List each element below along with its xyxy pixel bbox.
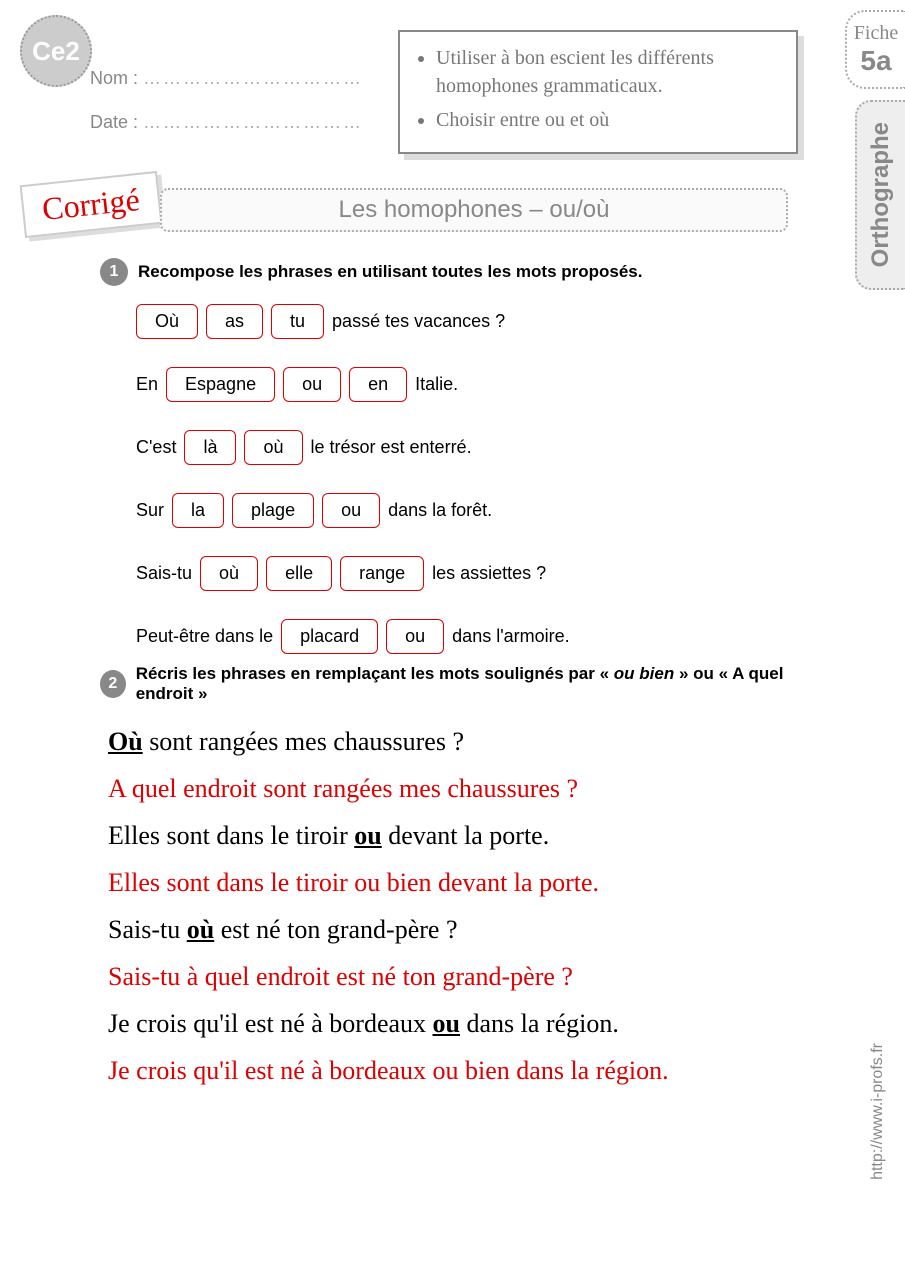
word-box: as	[206, 304, 263, 339]
date-label: Date :	[90, 112, 138, 132]
underlined-word: Où	[108, 727, 143, 756]
word-box: ou	[386, 619, 444, 654]
name-label: Nom :	[90, 68, 138, 88]
word-box: Espagne	[166, 367, 275, 402]
cursive-question: Où sont rangées mes chaussures ?	[108, 722, 800, 761]
objective-item: Choisir entre ou et où	[436, 106, 778, 134]
cursive-post: est né ton grand-père ?	[214, 915, 457, 944]
cursive-pre: Sais-tu	[108, 915, 187, 944]
word-box: plage	[232, 493, 314, 528]
cursive-answer: Sais-tu à quel endroit est né ton grand-…	[108, 957, 800, 996]
instr-italic: ou bien	[614, 664, 674, 683]
cursive-question: Sais-tu où est né ton grand-père ?	[108, 910, 800, 949]
exercise-1-instruction: 1 Recompose les phrases en utilisant tou…	[100, 258, 800, 286]
exercise-2: 2 Récris les phrases en remplaçant les m…	[100, 664, 800, 1098]
corrige-tag: Corrigé	[20, 171, 163, 238]
question-post-text: passé tes vacances ?	[332, 311, 505, 332]
exercise-number-badge: 1	[100, 258, 128, 286]
worksheet-title: Les homophones – ou/où	[160, 188, 788, 232]
word-box: placard	[281, 619, 378, 654]
question-pre-text: Sur	[136, 500, 164, 521]
question-post-text: le trésor est enterré.	[311, 437, 472, 458]
word-box: ou	[322, 493, 380, 528]
word-box: range	[340, 556, 424, 591]
question-pre-text: C'est	[136, 437, 176, 458]
level-badge: Ce2	[20, 15, 92, 87]
word-box: où	[200, 556, 258, 591]
word-box: là	[184, 430, 236, 465]
fiche-tab: Fiche 5a	[845, 10, 905, 89]
objective-item: Utiliser à bon escient les différents ho…	[436, 44, 778, 100]
name-dots: ……………………………	[143, 68, 363, 88]
underlined-word: ou	[433, 1009, 460, 1038]
exercise-number-badge: 2	[100, 670, 126, 698]
exercise-2-instruction: 2 Récris les phrases en remplaçant les m…	[100, 664, 800, 704]
question-pre-text: En	[136, 374, 158, 395]
word-box: en	[349, 367, 407, 402]
cursive-answer: A quel endroit sont rangées mes chaussur…	[108, 769, 800, 808]
subject-label: Orthographe	[867, 122, 895, 267]
cursive-post: sont rangées mes chaussures ?	[143, 727, 464, 756]
cursive-post: devant la porte.	[382, 821, 550, 850]
cursive-pre: Je crois qu'il est né à bordeaux	[108, 1009, 433, 1038]
question-row: En Espagneouen Italie.	[136, 367, 800, 402]
question-post-text: dans la forêt.	[388, 500, 492, 521]
question-row: C'est làoù le trésor est enterré.	[136, 430, 800, 465]
word-box: où	[244, 430, 302, 465]
question-post-text: les assiettes ?	[432, 563, 546, 584]
cursive-question: Elles sont dans le tiroir ou devant la p…	[108, 816, 800, 855]
instr-part: Récris les phrases en remplaçant les mot…	[136, 664, 614, 683]
word-box: Où	[136, 304, 198, 339]
date-dots: ……………………………	[143, 112, 363, 132]
objectives-box: Utiliser à bon escient les différents ho…	[398, 30, 798, 154]
exercise-1-text: Recompose les phrases en utilisant toute…	[138, 262, 642, 282]
cursive-answer: Elles sont dans le tiroir ou bien devant…	[108, 863, 800, 902]
exercise-2-text: Récris les phrases en remplaçant les mot…	[136, 664, 800, 704]
word-box: ou	[283, 367, 341, 402]
question-row: Oùastu passé tes vacances ?	[136, 304, 800, 339]
word-box: elle	[266, 556, 332, 591]
underlined-word: où	[187, 915, 214, 944]
question-row: Peut-être dans le placardou dans l'armoi…	[136, 619, 800, 654]
question-row: Sur laplageou dans la forêt.	[136, 493, 800, 528]
question-row: Sais-tu oùellerange les assiettes ?	[136, 556, 800, 591]
word-box: tu	[271, 304, 324, 339]
subject-tab: Orthographe	[855, 100, 905, 290]
question-pre-text: Peut-être dans le	[136, 626, 273, 647]
fiche-label: Fiche	[853, 22, 899, 45]
date-field: Date : ……………………………	[90, 112, 363, 133]
word-box: la	[172, 493, 224, 528]
exercise-1: 1 Recompose les phrases en utilisant tou…	[100, 258, 800, 682]
cursive-answer: Je crois qu'il est né à bordeaux ou bien…	[108, 1051, 800, 1090]
cursive-post: dans la région.	[460, 1009, 619, 1038]
underlined-word: ou	[354, 821, 381, 850]
cursive-pre: Elles sont dans le tiroir	[108, 821, 354, 850]
question-pre-text: Sais-tu	[136, 563, 192, 584]
name-field: Nom : ……………………………	[90, 68, 363, 89]
cursive-question: Je crois qu'il est né à bordeaux ou dans…	[108, 1004, 800, 1043]
fiche-number: 5a	[853, 45, 899, 77]
question-post-text: dans l'armoire.	[452, 626, 569, 647]
question-post-text: Italie.	[415, 374, 458, 395]
source-url: http://www.i-profs.fr	[869, 1043, 887, 1180]
